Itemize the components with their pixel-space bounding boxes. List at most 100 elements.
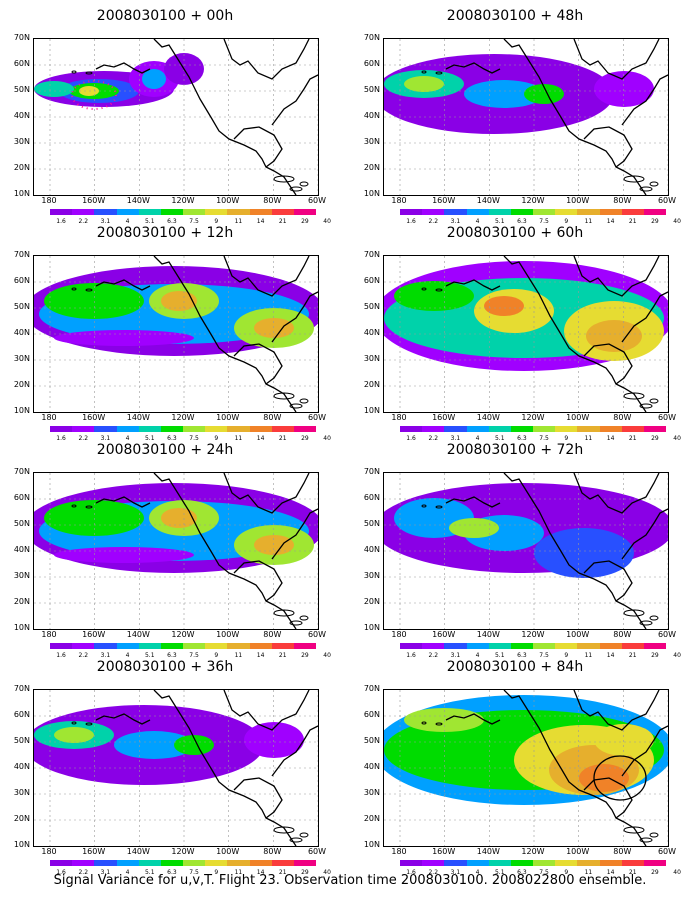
colorbar-swatch [271, 426, 294, 432]
colorbar-swatch [227, 860, 250, 866]
colorbar-label: 5.1 [144, 869, 155, 876]
longitude-tick-label: 80W [613, 196, 632, 205]
coastline [445, 39, 668, 195]
island-outline [85, 288, 93, 292]
colorbar-label: 29 [301, 218, 309, 225]
latitude-tick-label: 50N [13, 85, 30, 94]
colorbar-label: 3.1 [100, 218, 111, 225]
colorbar-swatch [555, 860, 578, 866]
colorbar-label: 11 [234, 869, 243, 876]
colorbar-label: 9 [214, 652, 219, 659]
longitude-tick-label: 60W [307, 630, 327, 639]
colorbar-label: 3.1 [100, 652, 111, 659]
latitude-tick-label: 50N [363, 85, 380, 94]
latitude-tick-label: 40N [363, 111, 380, 120]
colorbar-swatch [116, 426, 139, 432]
colorbar-label: 6.3 [517, 218, 527, 225]
colorbar-swatch [138, 860, 161, 866]
colorbar-label: 5.1 [494, 218, 505, 225]
colorbar-label: 14 [256, 652, 265, 659]
colorbar-label: 14 [606, 218, 615, 225]
colorbar-label: 14 [256, 218, 265, 225]
latitude-tick-label: 20N [13, 814, 30, 823]
colorbar-label: 7.5 [189, 218, 199, 225]
colorbar-swatch [422, 426, 445, 432]
colorbar-label: 40 [323, 435, 331, 442]
longitude-tick-label: 120W [521, 630, 545, 639]
colorbar [400, 209, 667, 215]
colorbar-label: 3.1 [100, 435, 111, 442]
latitude-tick-label: 70N [363, 684, 380, 693]
longitude-tick-label: 60W [657, 196, 677, 205]
colorbar-label: 7.5 [189, 435, 199, 442]
map-area [383, 255, 669, 413]
colorbar-swatch [643, 860, 667, 866]
latitude-tick-label: 60N [13, 276, 30, 285]
variance-contour [579, 764, 629, 792]
island-outline [639, 186, 653, 192]
map-canvas [34, 39, 318, 195]
latitude-tick-label: 50N [363, 519, 380, 528]
colorbar-label: 40 [673, 435, 681, 442]
colorbar-swatch [94, 643, 117, 649]
longitude-tick-label: 120W [171, 630, 195, 639]
latitude-tick-label: 10N [363, 189, 380, 198]
longitude-tick-label: 160W [82, 196, 106, 205]
variance-contour [54, 547, 194, 563]
latitude-tick-label: 10N [363, 406, 380, 415]
coastline [95, 473, 318, 629]
latitude-tick-label: 60N [363, 276, 380, 285]
colorbar-swatch [205, 643, 228, 649]
island-outline [289, 620, 303, 626]
colorbar-swatch [400, 209, 423, 215]
island-outline [71, 70, 77, 74]
latitude-tick-label: 40N [363, 328, 380, 337]
colorbar-swatch [510, 643, 534, 649]
colorbar-label: 11 [234, 652, 243, 659]
colorbar-label: 11 [234, 435, 243, 442]
colorbar-label: 1.6 [56, 218, 66, 225]
longitude-tick-label: 80W [613, 847, 632, 856]
longitude-tick-label: 140W [476, 847, 500, 856]
colorbar-label: 21 [278, 652, 287, 659]
latitude-tick-label: 40N [363, 762, 380, 771]
colorbar-label: 21 [628, 869, 637, 876]
variance-contour [404, 708, 484, 732]
island-outline [85, 71, 93, 75]
colorbar-swatch [94, 426, 117, 432]
colorbar-swatch [577, 643, 600, 649]
map-panel: 2008030100 + 48h 70N 60N 50N 40N 30N 20N 10N 180… [350, 8, 681, 225]
coastline [445, 473, 668, 629]
colorbar-label: 14 [606, 435, 615, 442]
colorbar-swatch [227, 426, 250, 432]
latitude-tick-label: 70N [363, 467, 380, 476]
island-outline [421, 70, 427, 74]
island-outline [623, 826, 645, 834]
island-outline [273, 175, 295, 183]
colorbar-swatch [555, 209, 578, 215]
latitude-tick-label: 50N [13, 736, 30, 745]
longitude-tick-label: 140W [126, 847, 150, 856]
colorbar-swatch [533, 643, 556, 649]
longitude-tick-label: 140W [126, 413, 150, 422]
colorbar-swatch [183, 643, 206, 649]
longitude-tick-label: 100W [566, 630, 590, 639]
colorbar-label: 6.3 [167, 435, 177, 442]
latitude-tick-label: 70N [13, 250, 30, 259]
latitude-tick-label: 50N [13, 519, 30, 528]
colorbar-swatch [249, 209, 272, 215]
colorbar-swatch [444, 209, 467, 215]
colorbar-label: 21 [628, 218, 637, 225]
panel-title: 2008030100 + 84h [446, 659, 584, 675]
colorbar-label: 11 [584, 435, 593, 442]
longitude-tick-label: 120W [171, 196, 195, 205]
colorbar-label: 1.6 [406, 652, 416, 659]
colorbar-label: 14 [606, 869, 615, 876]
panel-title: 2008030100 + 36h [96, 659, 234, 675]
colorbar-swatch [643, 426, 667, 432]
colorbar-label: 11 [584, 218, 593, 225]
latitude-tick-label: 50N [363, 736, 380, 745]
longitude-tick-label: 160W [432, 630, 456, 639]
map-panel: 2008030100 + 84h 70N 60N 50N 40N 30N 20N 10N 180… [350, 659, 681, 876]
colorbar-label: 21 [628, 652, 637, 659]
